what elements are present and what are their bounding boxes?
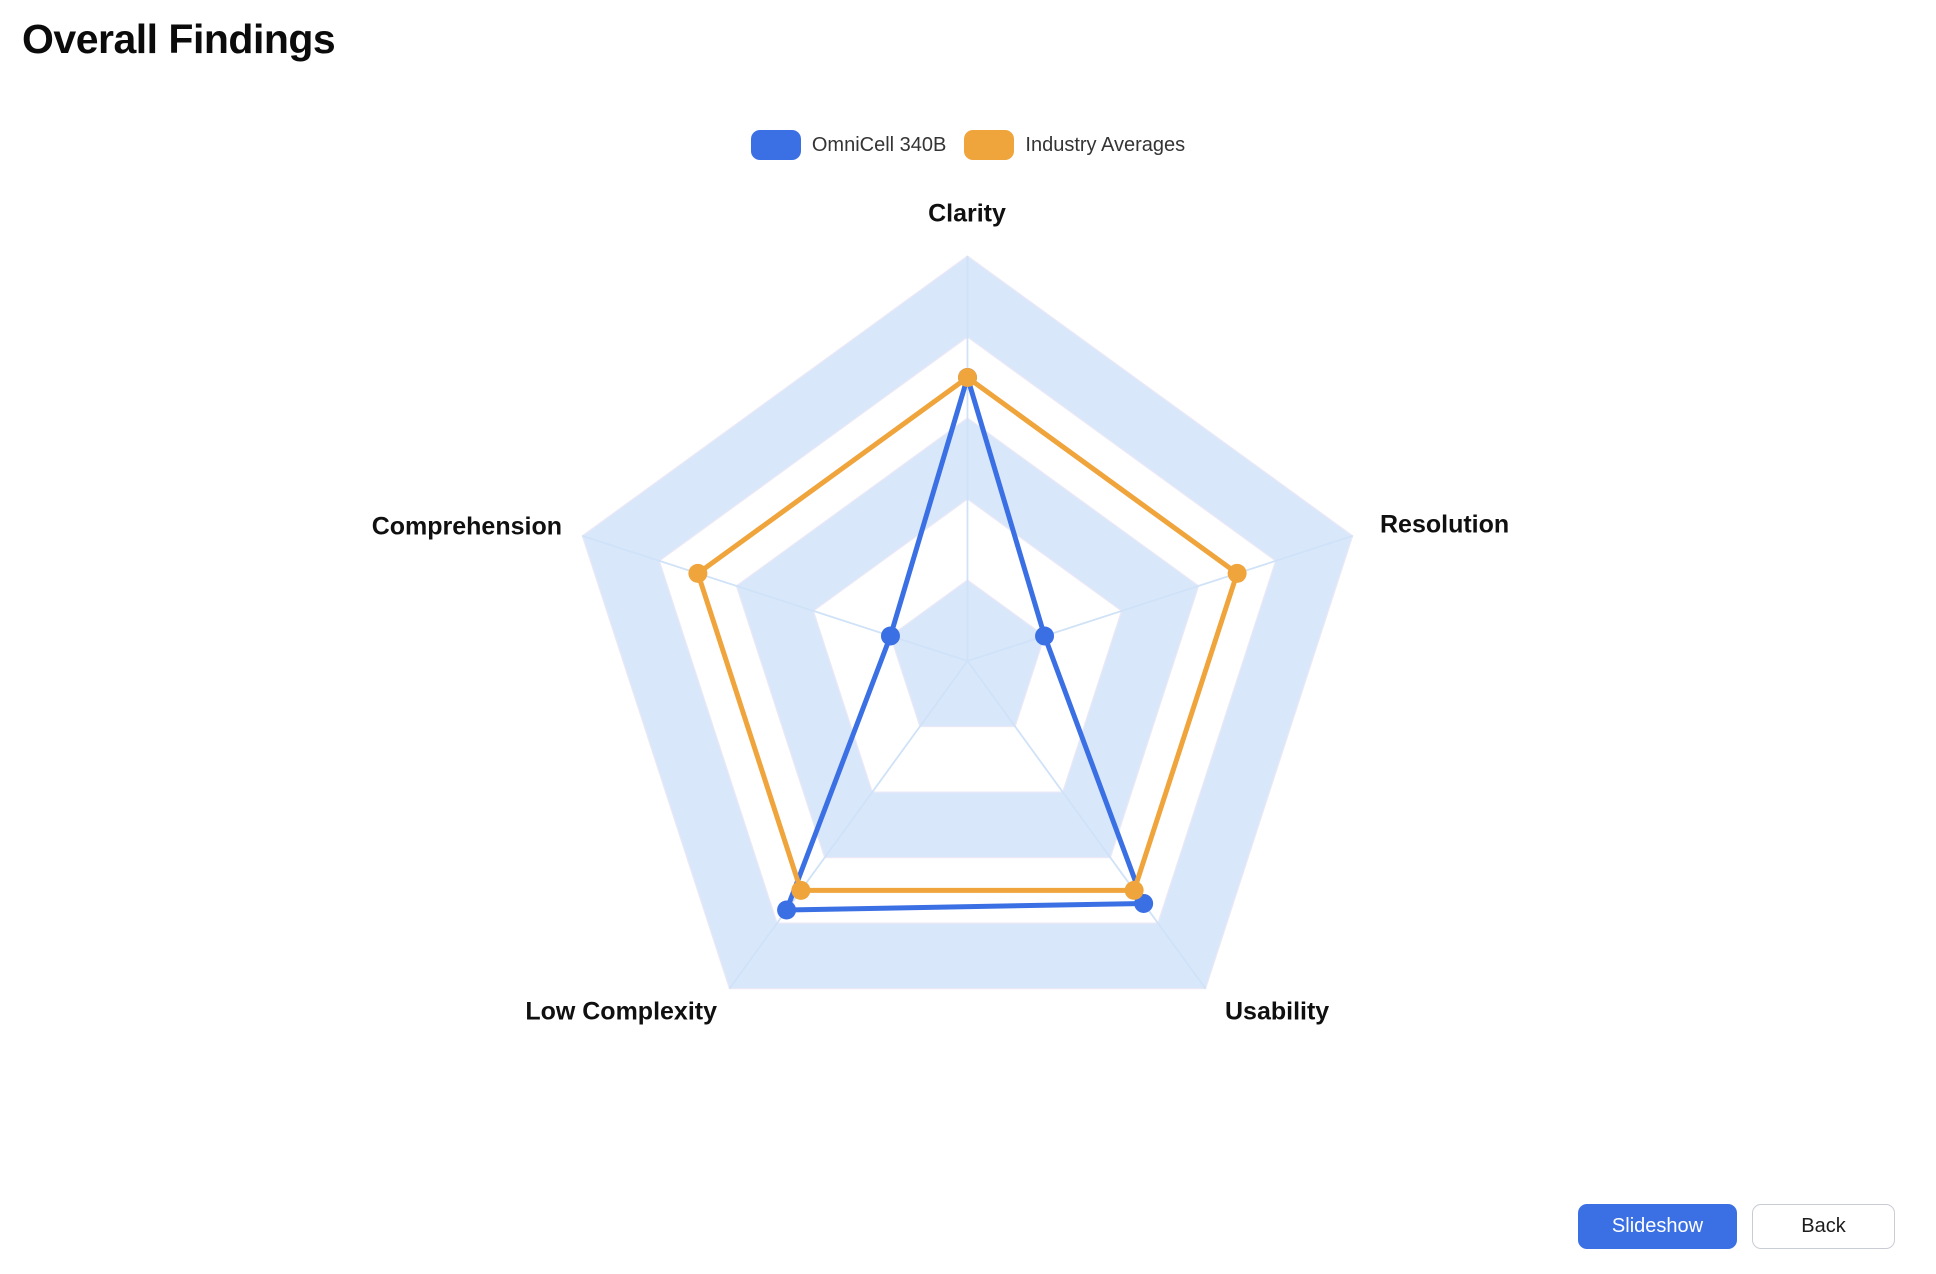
axis-label-low-complexity: Low Complexity — [525, 997, 717, 1026]
page-title: Overall Findings — [22, 16, 336, 62]
footer-actions: Slideshow Back — [1578, 1204, 1895, 1249]
axis-label-usability: Usability — [1225, 997, 1330, 1026]
chart-legend: OmniCell 340B Industry Averages — [0, 129, 1936, 161]
axis-label-clarity: Clarity — [928, 199, 1006, 228]
legend-item-industry[interactable]: Industry Averages — [964, 130, 1185, 160]
slideshow-button[interactable]: Slideshow — [1578, 1204, 1737, 1249]
back-button[interactable]: Back — [1752, 1204, 1895, 1249]
legend-swatch-omnicell — [750, 130, 801, 160]
legend-item-omnicell[interactable]: OmniCell 340B — [750, 130, 947, 160]
legend-label-omnicell: OmniCell 340B — [811, 133, 947, 156]
axis-label-comprehension: Comprehension — [371, 512, 562, 541]
legend-swatch-industry — [964, 130, 1015, 160]
axis-label-resolution: Resolution — [1380, 510, 1510, 539]
legend-label-industry: Industry Averages — [1025, 133, 1186, 156]
